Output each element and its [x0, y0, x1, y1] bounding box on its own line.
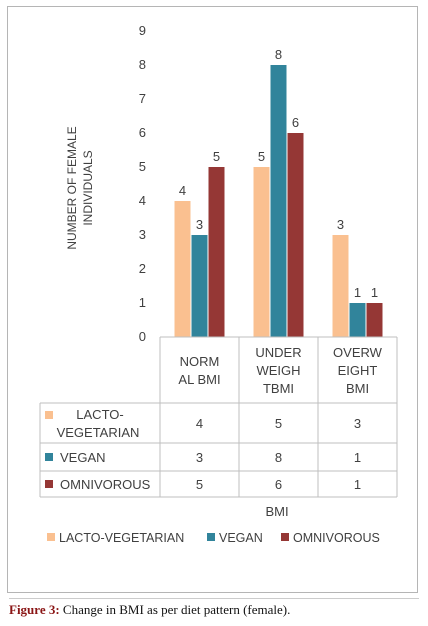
- category-label: AL BMI: [178, 372, 220, 387]
- table-legend-key: [45, 453, 53, 461]
- data-label: 3: [196, 217, 203, 232]
- table-cell: 8: [275, 450, 282, 465]
- category-label: EIGHT: [338, 363, 378, 378]
- table-row-label: VEGAN: [60, 450, 106, 465]
- table-row-label: OMNIVOROUS: [60, 477, 151, 492]
- chart-frame: [7, 6, 418, 593]
- y-tick-label: 8: [139, 57, 146, 72]
- legend-label: VEGAN: [219, 531, 263, 545]
- bar: [253, 167, 270, 337]
- y-tick-label: 9: [139, 23, 146, 38]
- category-label: OVERW: [333, 345, 383, 360]
- legend: LACTO-VEGETARIAN VEGAN OMNIVOROUS: [47, 531, 380, 545]
- y-tick-label: 1: [139, 295, 146, 310]
- y-axis-ticks: 0 1 2 3 4 5 6 7 8 9: [139, 23, 146, 344]
- table-legend-key: [45, 411, 53, 419]
- data-label: 5: [213, 149, 220, 164]
- bar: [332, 235, 349, 337]
- y-tick-label: 7: [139, 91, 146, 106]
- category-label: UNDER: [255, 345, 301, 360]
- x-axis-title: BMI: [265, 504, 288, 519]
- bar: [287, 133, 304, 337]
- data-label: 3: [337, 217, 344, 232]
- y-tick-label: 2: [139, 261, 146, 276]
- category-label: WEIGH: [256, 363, 300, 378]
- bar: [174, 201, 191, 337]
- y-tick-label: 5: [139, 159, 146, 174]
- data-table: NORM AL BMI UNDER WEIGH TBMI OVERW EIGHT BMI LAC…: [39, 336, 398, 498]
- table-cell: 5: [196, 477, 203, 492]
- data-label: 6: [292, 115, 299, 130]
- legend-key: [47, 533, 55, 541]
- table-row-label: VEGETARIAN: [57, 425, 140, 440]
- table-row-label: LACTO-: [76, 407, 123, 422]
- legend-key: [207, 533, 215, 541]
- table-cell: 1: [354, 477, 361, 492]
- y-tick-label: 3: [139, 227, 146, 242]
- y-tick-label: 0: [139, 329, 146, 344]
- data-label: 1: [354, 285, 361, 300]
- bar: [270, 65, 287, 337]
- category-label: BMI: [346, 381, 369, 396]
- data-label: 1: [371, 285, 378, 300]
- data-label: 5: [258, 149, 265, 164]
- bar: [366, 303, 383, 337]
- legend-key: [281, 533, 289, 541]
- bar: [191, 235, 208, 337]
- table-legend-key: [45, 480, 53, 488]
- table-cell: 3: [354, 416, 361, 431]
- category-label: TBMI: [263, 381, 294, 396]
- y-tick-label: 6: [139, 125, 146, 140]
- category-label: NORM: [180, 354, 220, 369]
- y-axis-title-line-1: NUMBER OF FEMALE: [65, 126, 79, 249]
- y-tick-label: 4: [139, 193, 146, 208]
- caption-text: Change in BMI as per diet pattern (femal…: [59, 602, 291, 617]
- figure-caption: Figure 3: Change in BMI as per diet patt…: [9, 598, 419, 620]
- table-cell: 1: [354, 450, 361, 465]
- table-cell: 6: [275, 477, 282, 492]
- bar: [208, 167, 225, 337]
- table-cell: 4: [196, 416, 203, 431]
- data-label: 8: [275, 47, 282, 62]
- data-label: 4: [179, 183, 186, 198]
- table-cell: 5: [275, 416, 282, 431]
- data-labels: 4 3 5 5 8 6 3 1 1: [179, 47, 378, 300]
- bar-marks: [174, 65, 383, 337]
- bar: [349, 303, 366, 337]
- table-cell: 3: [196, 450, 203, 465]
- legend-label: LACTO-VEGETARIAN: [59, 531, 184, 545]
- y-axis-title-line-2: INDIVIDUALS: [81, 150, 95, 225]
- caption-label: Figure 3:: [9, 602, 60, 617]
- legend-label: OMNIVOROUS: [293, 531, 380, 545]
